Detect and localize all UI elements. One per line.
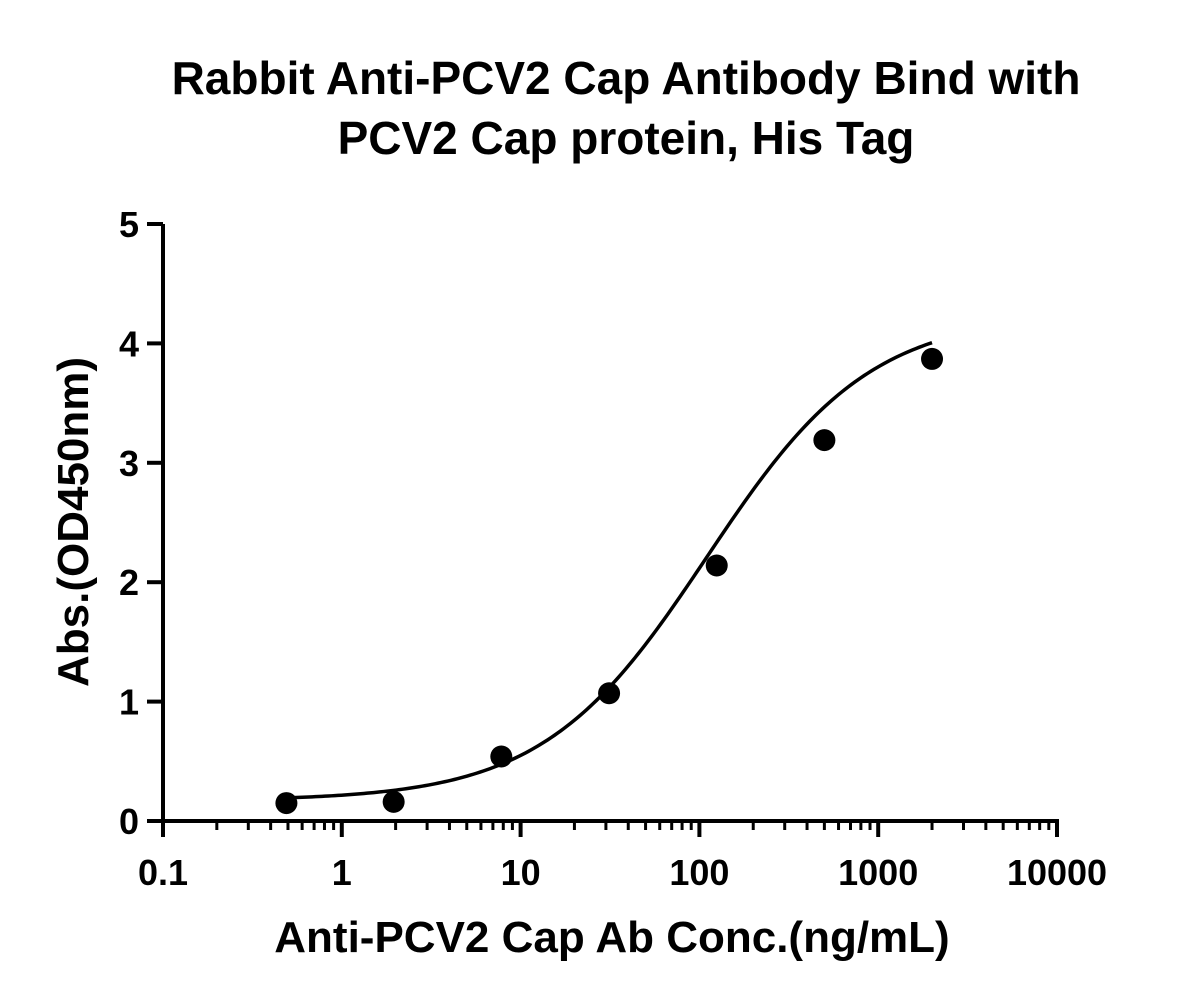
data-point: [490, 745, 513, 768]
data-point: [598, 682, 621, 705]
x-axis-title: Anti-PCV2 Cap Ab Conc.(ng/mL): [274, 913, 949, 962]
data-point: [382, 790, 405, 813]
x-tick-label: 1: [332, 852, 352, 893]
x-tick-label: 1000: [838, 852, 918, 893]
x-tick-label: 10000: [1007, 852, 1107, 893]
y-tick-label: 1: [119, 682, 139, 723]
chart-title: Rabbit Anti-PCV2 Cap Antibody Bind with …: [0, 48, 1194, 168]
data-point: [813, 429, 836, 452]
chart-title-line-1: Rabbit Anti-PCV2 Cap Antibody Bind with: [171, 52, 1081, 104]
y-tick-label: 0: [119, 801, 139, 842]
axes: 0 1 2 3 4 5 0.1 1 10 100 1000 10000: [119, 204, 1107, 893]
data-point: [705, 554, 728, 577]
y-tick-label: 3: [119, 443, 139, 484]
y-axis-title: Abs.(OD450nm): [49, 357, 98, 687]
chart-title-line-2: PCV2 Cap protein, His Tag: [337, 112, 915, 164]
x-tick-label: 0.1: [138, 852, 188, 893]
y-tick-label: 4: [119, 323, 139, 364]
data-points: [275, 347, 944, 815]
fit-curve: [286, 341, 933, 800]
y-tick-label: 5: [119, 204, 139, 245]
y-tick-label: 2: [119, 562, 139, 603]
x-tick-label: 10: [501, 852, 541, 893]
x-tick-label: 100: [669, 852, 729, 893]
data-point: [275, 792, 298, 815]
fit-curve-group: [286, 341, 933, 800]
data-point: [921, 347, 944, 370]
